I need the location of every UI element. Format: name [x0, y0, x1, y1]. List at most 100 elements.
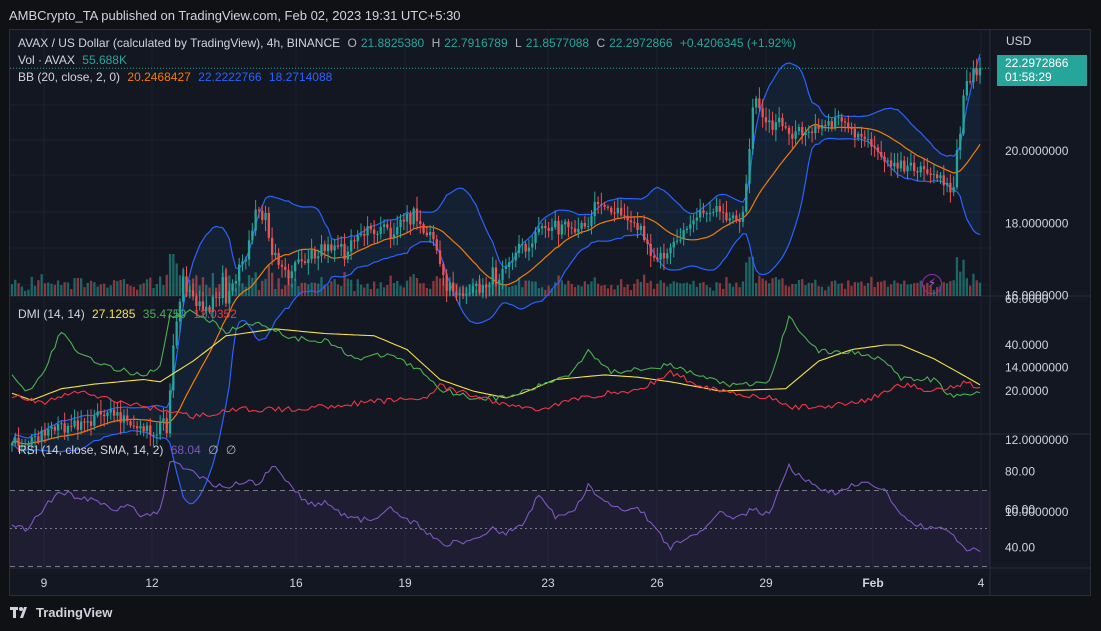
candle-body [37, 436, 40, 442]
volume-bar [132, 286, 135, 296]
volume-bar [129, 285, 132, 296]
price-axis-tick: 16.0000000 [1005, 289, 1069, 303]
volume-bar [764, 280, 768, 296]
volume-bar [781, 278, 784, 296]
volume-bar [310, 282, 313, 296]
candle-body [452, 282, 455, 292]
candle-body [761, 108, 764, 118]
candle-body [603, 204, 606, 207]
candle-body [550, 227, 554, 231]
volume-bar [116, 281, 119, 296]
bb-upper-value: 22.2222766 [198, 70, 262, 84]
volume-bar [880, 281, 883, 296]
candle-body [735, 215, 738, 221]
lightning-icon[interactable]: ⚡ [922, 274, 942, 294]
candle-body [376, 233, 379, 235]
volume-bar [639, 281, 642, 296]
candle-body [60, 423, 63, 425]
volume-bar [643, 274, 646, 296]
volume-bar [669, 283, 672, 296]
candle-body [903, 160, 906, 172]
volume-bar [20, 286, 23, 296]
candle-body [43, 430, 47, 436]
volume-bar [672, 281, 675, 296]
candle-body [465, 293, 468, 296]
candle-body [405, 213, 409, 222]
candle-body [379, 226, 382, 234]
volume-bar [386, 285, 389, 296]
volume-bar [636, 279, 639, 296]
candle-body [17, 437, 20, 447]
candle-body [666, 253, 669, 259]
candle-body [438, 250, 442, 264]
candle-body [340, 243, 343, 247]
candle-body [264, 212, 267, 221]
candle-body [932, 174, 936, 176]
price-legend-line: AVAX / US Dollar (calculated by TradingV… [18, 36, 800, 50]
volume-bar [797, 279, 801, 296]
volume-bar [896, 282, 899, 296]
volume-legend: Vol · AVAX 55.688K [18, 53, 131, 67]
ohlc-h: 22.7916789 [444, 36, 508, 50]
candle-body [126, 415, 129, 422]
volume-bar [93, 282, 96, 296]
candle-body [307, 259, 310, 264]
volume-bar [949, 281, 952, 296]
candle-body [182, 276, 185, 302]
candle-body [485, 285, 488, 288]
volume-bar [257, 290, 261, 296]
tradingview-brand-text: TradingView [36, 605, 113, 620]
volume-bar [534, 281, 537, 296]
candle-body [402, 219, 405, 222]
tradingview-brand[interactable]: TradingView [10, 605, 112, 620]
volume-bar [715, 282, 718, 296]
candle-body [820, 125, 824, 129]
candle-body [857, 133, 860, 138]
candle-body [56, 424, 60, 431]
volume-bar [778, 279, 781, 296]
candle-body [778, 117, 781, 123]
candle-body [93, 415, 96, 426]
time-axis-tick: 4 [978, 576, 985, 590]
candle-body [392, 234, 396, 239]
publisher-line: AMBCrypto_TA published on TradingView.co… [9, 8, 461, 23]
volume-bar [620, 279, 623, 296]
dmi-minus-di-line [11, 369, 981, 420]
volume-bar [33, 285, 37, 296]
volume-bar [442, 278, 445, 296]
candle-body [504, 267, 507, 269]
volume-bar [531, 281, 534, 296]
volume-bar [178, 275, 182, 296]
candle-body [939, 175, 942, 179]
candle-body [10, 443, 14, 446]
volume-bar [326, 285, 330, 296]
candle-body [96, 411, 99, 416]
volume-bar [810, 283, 814, 296]
candle-body [294, 262, 297, 272]
candle-body [692, 220, 695, 225]
volume-bar [945, 283, 949, 296]
candle-body [768, 120, 771, 123]
time-axis-tick: 23 [541, 576, 555, 590]
volume-bar [119, 279, 122, 296]
candle-body [978, 68, 982, 76]
volume-bar [122, 279, 126, 296]
candle-body [145, 425, 149, 431]
rsi-line [11, 460, 981, 552]
candle-body [929, 173, 932, 175]
candle-body [771, 120, 774, 130]
candle-body [573, 228, 577, 233]
volume-bar [201, 277, 205, 296]
volume-bar [159, 276, 162, 296]
volume-bar [37, 280, 40, 296]
candle-body [656, 257, 659, 260]
candle-body [33, 436, 37, 438]
candle-body [547, 228, 550, 231]
volume-bar [363, 287, 366, 296]
candle-body [287, 269, 290, 279]
volume-bar [373, 281, 376, 296]
volume-bar [883, 280, 886, 296]
ohlc-o-label: O [347, 36, 357, 50]
candle-body [350, 240, 353, 252]
